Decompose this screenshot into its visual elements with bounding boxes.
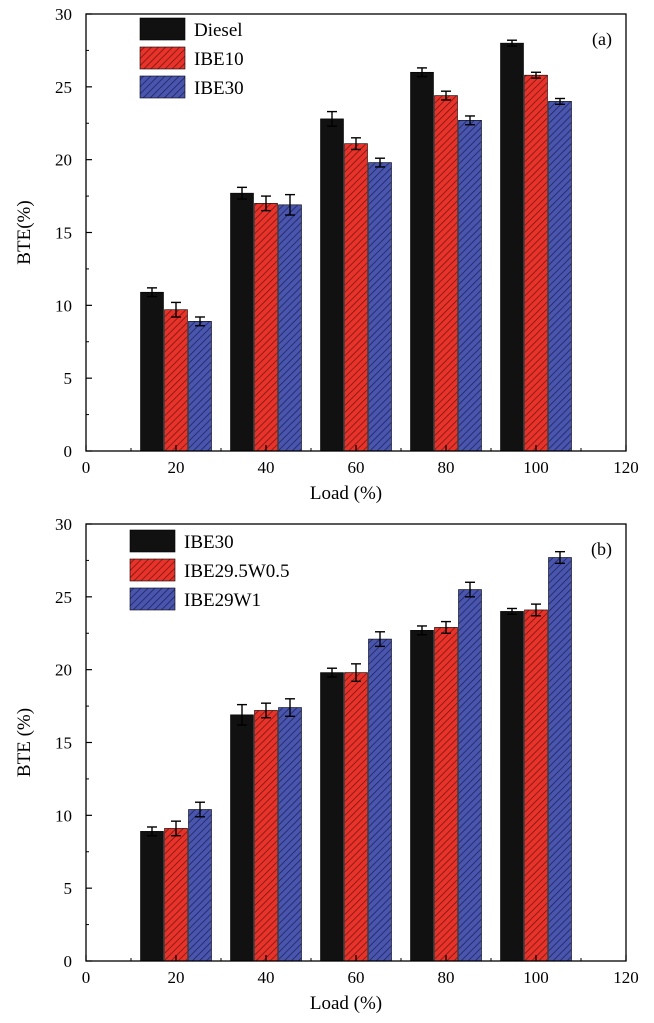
- legend-label: IBE30: [184, 532, 234, 553]
- bar: [410, 71, 434, 452]
- y-tick-label: 5: [64, 369, 73, 388]
- x-tick-label: 60: [348, 968, 365, 987]
- bar: [254, 710, 278, 962]
- bar: [434, 95, 458, 452]
- x-tick-label: 0: [82, 458, 91, 477]
- y-tick-label: 20: [55, 151, 72, 170]
- y-tick-label: 30: [55, 5, 72, 24]
- y-tick-label: 20: [55, 661, 72, 680]
- bar: [320, 672, 344, 962]
- bar: [278, 707, 302, 962]
- legend-label: IBE29W1: [184, 590, 261, 611]
- legend-label: IBE10: [194, 49, 244, 70]
- legend-swatch: [129, 529, 176, 553]
- bar: [140, 291, 164, 452]
- bar: [368, 162, 392, 452]
- y-axis-label: BTE (%): [14, 708, 35, 777]
- x-tick-label: 20: [168, 458, 185, 477]
- legend-swatch: [139, 75, 186, 99]
- x-tick-label: 120: [613, 458, 639, 477]
- legend-swatch: [139, 46, 186, 70]
- bar: [344, 143, 368, 452]
- bar: [548, 101, 572, 452]
- x-tick-label: 40: [258, 458, 275, 477]
- legend-label: Diesel: [194, 20, 243, 41]
- x-tick-label: 100: [523, 458, 549, 477]
- bar: [458, 120, 482, 452]
- bar: [230, 192, 254, 452]
- y-tick-label: 30: [55, 515, 72, 534]
- y-tick-label: 25: [55, 78, 72, 97]
- bar: [500, 611, 524, 962]
- y-axis-label: BTE(%): [14, 200, 35, 264]
- x-axis-label: Load (%): [310, 993, 382, 1014]
- bar: [320, 118, 344, 452]
- legend-swatch: [129, 558, 176, 582]
- bar: [524, 609, 548, 962]
- y-tick-label: 15: [55, 734, 72, 753]
- bar: [434, 627, 458, 962]
- bar: [164, 309, 188, 452]
- chart-panel-a: 0 20 40 60 80 100 120 0 5 10 15 20 25 30 Load (%) BTE(%…: [14, 5, 639, 504]
- panel-label: (a): [592, 29, 612, 50]
- panel-label: (b): [591, 539, 612, 560]
- bar: [140, 831, 164, 962]
- legend-swatch: [139, 17, 186, 41]
- y-tick-label: 5: [64, 879, 73, 898]
- x-tick-label: 0: [82, 968, 91, 987]
- bar: [188, 809, 212, 962]
- y-tick-label: 15: [55, 224, 72, 243]
- bar: [368, 638, 392, 962]
- bar: [458, 589, 482, 962]
- x-tick-label: 120: [613, 968, 639, 987]
- x-axis-label: Load (%): [310, 483, 382, 504]
- y-tick-label: 10: [55, 296, 72, 315]
- bar: [524, 74, 548, 452]
- y-tick-label: 25: [55, 588, 72, 607]
- bar: [164, 828, 188, 962]
- legend-swatch: [129, 587, 176, 611]
- x-tick-label: 60: [348, 458, 365, 477]
- x-tick-label: 20: [168, 968, 185, 987]
- chart-panel-b: 0 20 40 60 80 100 120 0 5 10 15 20 25 30 Load (%) BTE (…: [14, 515, 639, 1014]
- bar: [278, 204, 302, 452]
- y-tick-label: 0: [64, 952, 73, 971]
- legend-label: IBE29.5W0.5: [184, 561, 290, 582]
- x-tick-label: 100: [523, 968, 549, 987]
- x-tick-label: 80: [438, 968, 455, 987]
- x-tick-label: 80: [438, 458, 455, 477]
- y-tick-label: 10: [55, 806, 72, 825]
- bar: [344, 672, 368, 962]
- bar: [548, 557, 572, 962]
- bar: [500, 42, 524, 452]
- y-tick-label: 0: [64, 442, 73, 461]
- bar: [254, 203, 278, 452]
- x-tick-label: 40: [258, 968, 275, 987]
- bar: [230, 714, 254, 962]
- bar: [410, 630, 434, 962]
- legend-label: IBE30: [194, 78, 244, 99]
- bar: [188, 321, 212, 452]
